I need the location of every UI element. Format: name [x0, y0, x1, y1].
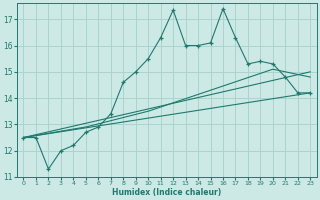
X-axis label: Humidex (Indice chaleur): Humidex (Indice chaleur)	[112, 188, 221, 197]
